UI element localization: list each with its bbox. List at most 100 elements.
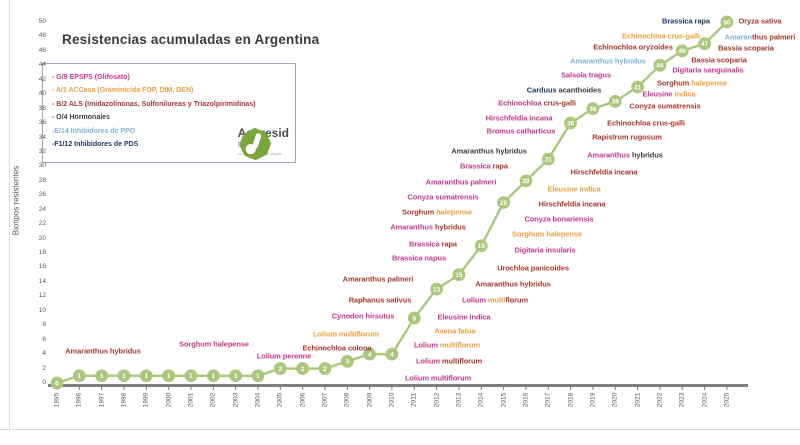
species-annotation: Conyza sumatrensis xyxy=(629,102,700,111)
species-annotation-part: hybridus xyxy=(434,222,466,232)
species-annotation: Sorghum halepense xyxy=(512,230,582,239)
species-annotation: Lolium multiflorum xyxy=(405,374,471,383)
species-annotation: Amaranthus palmeri xyxy=(343,275,414,284)
data-point xyxy=(162,369,176,383)
y-axis-tick-label: 24 xyxy=(38,205,46,213)
species-annotation-part: Bromus catharticus xyxy=(486,126,556,136)
year-label: 2013 xyxy=(455,392,463,408)
y-axis-tick-label: 6 xyxy=(42,335,46,343)
data-point xyxy=(273,362,287,375)
species-annotation-part: indica xyxy=(674,89,696,99)
x-axis-tick xyxy=(257,387,259,390)
species-annotation-part: Amaranthus palmeri xyxy=(342,274,414,284)
x-axis-tick xyxy=(346,387,348,390)
year-label: 2018 xyxy=(567,392,575,408)
legend-item: - G/9 EPSPS (Glifosato) xyxy=(52,74,130,81)
year-label: 2024 xyxy=(701,392,709,408)
x-axis-tick xyxy=(391,387,393,390)
y-axis-tick-label: 38 xyxy=(38,104,46,112)
data-point xyxy=(564,116,577,130)
x-axis-tick xyxy=(369,387,371,390)
x-axis-tick xyxy=(436,387,438,390)
species-annotation: Lolium multiflorum xyxy=(414,341,480,350)
species-annotation: Brassica rapa xyxy=(460,162,508,171)
species-annotation-part: multi xyxy=(487,295,506,305)
line-series xyxy=(56,21,728,385)
point-value: 2 xyxy=(301,366,305,373)
species-annotation: Echinochloa colona xyxy=(302,344,371,353)
species-annotation: Urochloa panicoides xyxy=(497,264,569,273)
x-axis-tick xyxy=(123,387,125,390)
species-annotation-part: halepense xyxy=(691,78,727,88)
data-point xyxy=(452,268,466,282)
data-point xyxy=(206,369,220,383)
point-value: 15 xyxy=(455,272,463,279)
year-label: 2007 xyxy=(321,392,329,408)
point-value: 9 xyxy=(412,315,416,322)
species-annotation: Amaranthus hybridus xyxy=(587,151,663,160)
data-point xyxy=(631,80,644,94)
species-annotation: Amaranthus palmeri xyxy=(725,33,796,42)
legend-box: - G/9 EPSPS (Glifosato) - A/1 ACCasa (Gra… xyxy=(42,63,296,163)
species-annotation-part: Echinochloa oryzoides xyxy=(593,42,673,52)
species-annotation-part: Brassica xyxy=(460,161,493,171)
point-value: 2 xyxy=(323,366,327,373)
x-axis-tick xyxy=(302,387,304,390)
species-annotation: Eleusine indica xyxy=(642,90,695,99)
species-annotation: Sorghum halepense xyxy=(402,208,472,217)
species-annotation: Amaranthus hybridus xyxy=(451,147,527,156)
species-annotation: Digitaria insularis xyxy=(514,246,575,255)
point-value: 19 xyxy=(478,243,486,250)
x-axis-tick xyxy=(279,387,281,390)
legend-item: - A/1 ACCasa (Graminicida FOP, DIM, DEN) xyxy=(52,87,194,95)
species-annotation-part: Lolium xyxy=(413,340,440,350)
year-label: 2012 xyxy=(433,392,441,408)
species-annotation-part: multiflorum xyxy=(441,356,483,366)
point-value: 1 xyxy=(167,373,171,380)
x-axis-tick xyxy=(324,387,326,390)
year-label: 2015 xyxy=(500,392,508,408)
data-point xyxy=(720,15,734,29)
y-axis-tick-label: 30 xyxy=(38,162,46,170)
y-axis-tick-label: 4 xyxy=(42,350,46,358)
year-label: 2011 xyxy=(410,393,418,407)
species-annotation-part: Amaranthus xyxy=(587,150,632,160)
point-value: 39 xyxy=(612,99,620,106)
species-annotation-part: crus-galli xyxy=(543,98,576,108)
species-annotation-part: Conyza sumatrensis xyxy=(407,192,479,202)
species-annotation-part: hybridus xyxy=(631,150,663,160)
x-axis-tick xyxy=(168,387,170,390)
species-annotation: Amaranthus hybridus xyxy=(570,57,646,66)
x-axis-tick xyxy=(614,387,616,390)
species-annotation: Echinochloa oryzoides xyxy=(593,43,673,52)
year-label: 1999 xyxy=(142,392,150,408)
point-value: 25 xyxy=(500,200,508,207)
y-axis-tick-label: 42 xyxy=(38,75,46,83)
year-label: 2021 xyxy=(634,392,642,408)
y-axis-tick-label: 48 xyxy=(38,32,46,40)
point-value: 44 xyxy=(656,63,664,70)
point-value: 13 xyxy=(433,286,441,293)
x-axis-tick xyxy=(78,387,80,390)
species-annotation-part: rapa xyxy=(441,239,458,249)
data-point xyxy=(229,369,243,383)
species-annotation: Eleusine indica xyxy=(437,313,490,322)
species-annotation: Lolium multiflorum xyxy=(416,357,482,366)
x-axis-tick xyxy=(637,387,639,390)
point-value: 31 xyxy=(545,156,553,163)
species-annotation: Hirschfeldia incana xyxy=(571,168,638,177)
species-annotation-part: Amaranthus hybridus xyxy=(451,146,527,156)
y-axis-tick-label: 16 xyxy=(38,263,46,271)
species-annotation: Lolium multiflorum xyxy=(462,296,528,305)
point-value: 47 xyxy=(701,41,709,48)
species-annotation: Amaranthus palmeri xyxy=(426,178,497,187)
x-axis-tick xyxy=(190,387,192,390)
species-annotation-part: Brassica rapa xyxy=(662,16,710,26)
species-annotation-part: Amaranthus xyxy=(390,222,435,232)
legend-item: -F1/12 Inhibidores de PDS xyxy=(52,141,139,149)
year-label: 2009 xyxy=(366,392,374,408)
species-annotation: Echinochloa crus-galli xyxy=(498,99,576,108)
x-axis-tick xyxy=(212,387,214,390)
point-value: 0 xyxy=(55,380,59,387)
species-annotation-part: multiflorum xyxy=(439,340,481,350)
